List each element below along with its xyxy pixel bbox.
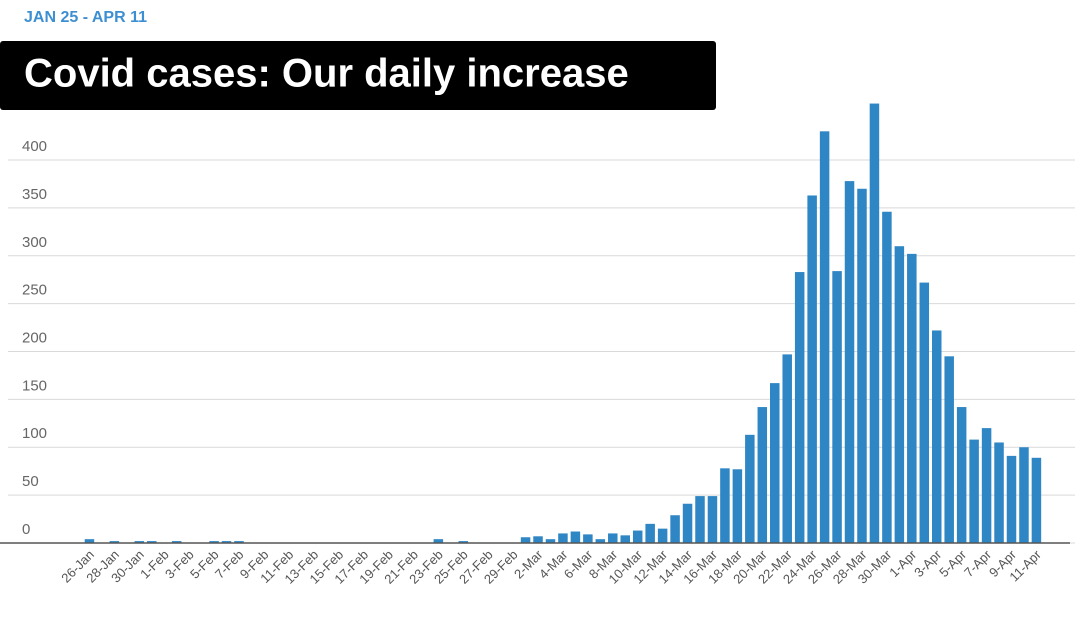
bar xyxy=(520,537,531,543)
x-tick-label: 3-Apr xyxy=(911,546,945,580)
bar xyxy=(969,439,979,543)
bars xyxy=(84,103,1042,544)
bar xyxy=(720,468,730,543)
bar xyxy=(558,533,568,543)
y-tick-label: 200 xyxy=(22,329,47,346)
bar xyxy=(433,539,444,543)
bar xyxy=(907,253,917,543)
bar xyxy=(1006,455,1017,543)
bar xyxy=(894,246,905,544)
bar xyxy=(620,535,630,543)
title-box xyxy=(0,41,716,110)
bar xyxy=(458,541,469,543)
y-tick-label: 100 xyxy=(22,425,47,442)
y-tick-label: 0 xyxy=(22,521,30,538)
bar xyxy=(770,383,780,543)
bar xyxy=(670,515,680,543)
y-tick-label: 150 xyxy=(22,377,47,394)
bar xyxy=(844,181,855,544)
bar xyxy=(1031,457,1042,543)
y-tick-label: 50 xyxy=(22,473,39,490)
bar xyxy=(994,442,1004,543)
bar xyxy=(234,541,244,543)
bar xyxy=(919,282,930,543)
bar xyxy=(832,271,842,543)
bar xyxy=(209,541,219,543)
bar xyxy=(819,131,830,544)
bar xyxy=(981,428,992,543)
bar xyxy=(533,536,543,543)
bar xyxy=(632,530,643,543)
bar xyxy=(608,533,618,543)
bar xyxy=(171,541,182,543)
bar xyxy=(869,103,880,544)
y-tick-label: 350 xyxy=(22,186,47,203)
bar xyxy=(657,528,668,543)
x-tick-label: 5-Apr xyxy=(936,546,970,580)
bar xyxy=(707,496,718,543)
bar xyxy=(757,407,768,543)
bar xyxy=(745,434,755,543)
bar xyxy=(857,188,867,544)
bar xyxy=(794,272,805,543)
bar xyxy=(807,195,817,543)
bar xyxy=(695,496,705,543)
bar xyxy=(782,354,792,543)
bar xyxy=(645,523,655,543)
x-tick-label: 1-Apr xyxy=(886,546,920,580)
chart-title: Covid cases: Our daily increase xyxy=(24,52,629,96)
bar xyxy=(882,211,892,543)
bar xyxy=(682,503,693,543)
bar xyxy=(944,356,954,543)
x-tick-label: 7-Apr xyxy=(961,546,995,580)
chart-subtitle: JAN 25 - APR 11 xyxy=(24,9,147,26)
bar xyxy=(147,541,157,543)
bar xyxy=(583,534,593,543)
bar xyxy=(732,469,743,543)
bar xyxy=(595,539,606,543)
bar xyxy=(1019,447,1029,543)
bar xyxy=(956,407,967,543)
bar xyxy=(545,539,556,543)
y-tick-label: 300 xyxy=(22,234,47,251)
bar xyxy=(109,541,120,543)
y-tick-label: 400 xyxy=(22,138,47,155)
x-labels: 26-Jan28-Jan30-Jan1-Feb3-Feb5-Feb7-Feb9-… xyxy=(58,546,1044,586)
bar xyxy=(134,541,145,543)
bar xyxy=(570,531,581,543)
bar xyxy=(221,541,232,543)
y-tick-label: 250 xyxy=(22,282,47,299)
bar xyxy=(84,539,95,543)
bar xyxy=(931,330,942,543)
